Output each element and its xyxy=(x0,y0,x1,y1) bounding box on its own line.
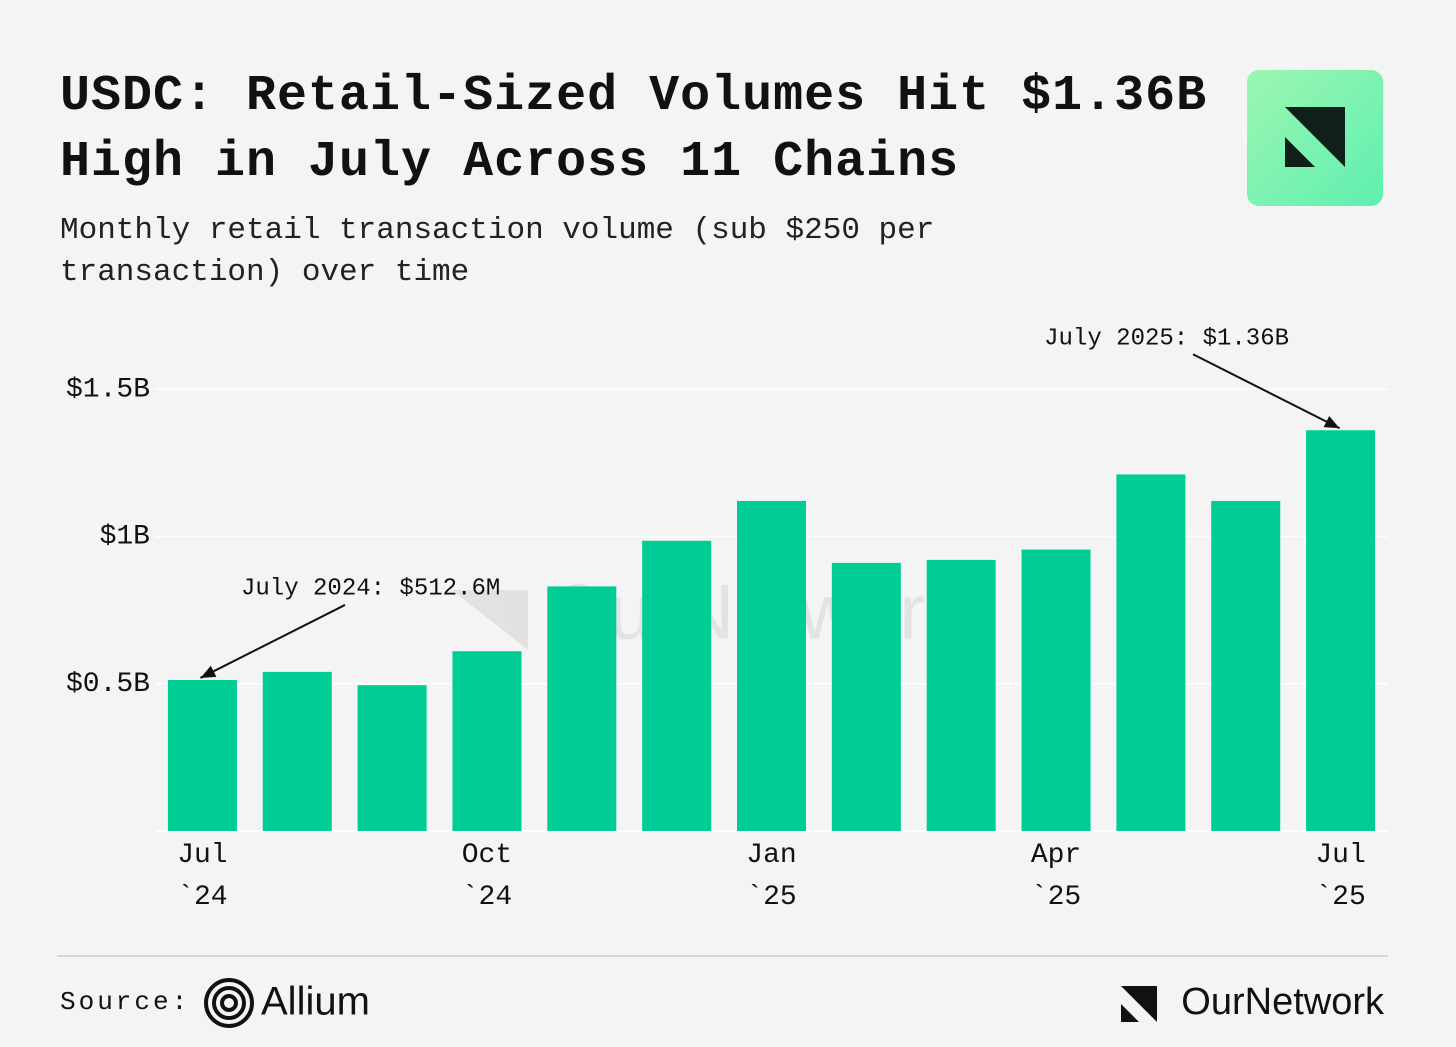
source-name: Allium xyxy=(261,980,370,1024)
bar xyxy=(1116,474,1186,831)
bar xyxy=(167,679,237,831)
bar xyxy=(452,651,522,831)
x-tick-label: Oct `24 xyxy=(461,840,513,913)
annotation-arrowhead xyxy=(1323,416,1340,429)
logo-badge xyxy=(1247,70,1383,206)
x-tick-label: Jan `25 xyxy=(746,840,797,913)
brand-logo xyxy=(1121,1004,1139,1022)
brand-logo xyxy=(1121,986,1157,1022)
x-tick-label: Apr `25 xyxy=(1030,840,1082,913)
bar xyxy=(926,559,996,831)
annotation-arrow xyxy=(199,604,346,679)
brand-name: OurNetwork xyxy=(1181,981,1385,1023)
annotation-arrowhead xyxy=(200,665,217,678)
bar xyxy=(547,586,617,831)
annotation-arrow xyxy=(1192,353,1341,430)
y-tick-label: $0.5B xyxy=(66,669,150,700)
bar xyxy=(1021,549,1091,831)
source-label: Source: xyxy=(60,987,190,1017)
x-tick-label: Jul `24 xyxy=(177,840,228,913)
bar xyxy=(831,562,901,831)
bar xyxy=(737,500,806,831)
chart-subtitle: Monthly retail transaction volume (sub $… xyxy=(60,213,935,290)
annotation: July 2025: $1.36B xyxy=(1044,326,1289,353)
source-logo xyxy=(220,994,238,1012)
logo-shape xyxy=(1285,107,1345,167)
chart-title: USDC: Retail-Sized Volumes Hit $1.36B Hi… xyxy=(60,68,1208,191)
y-tick-label: $1.5B xyxy=(66,374,150,405)
bar xyxy=(357,685,427,831)
source-logo xyxy=(204,978,254,1028)
bar xyxy=(1211,500,1281,831)
annotation: July 2024: $512.6M xyxy=(241,575,500,602)
logo-shape xyxy=(1285,137,1315,167)
bar xyxy=(1306,430,1376,831)
y-tick-label: $1B xyxy=(100,522,150,553)
bar xyxy=(642,540,712,831)
source-logo xyxy=(212,986,246,1020)
bar xyxy=(262,671,332,831)
x-tick-label: Jul `25 xyxy=(1315,840,1366,913)
